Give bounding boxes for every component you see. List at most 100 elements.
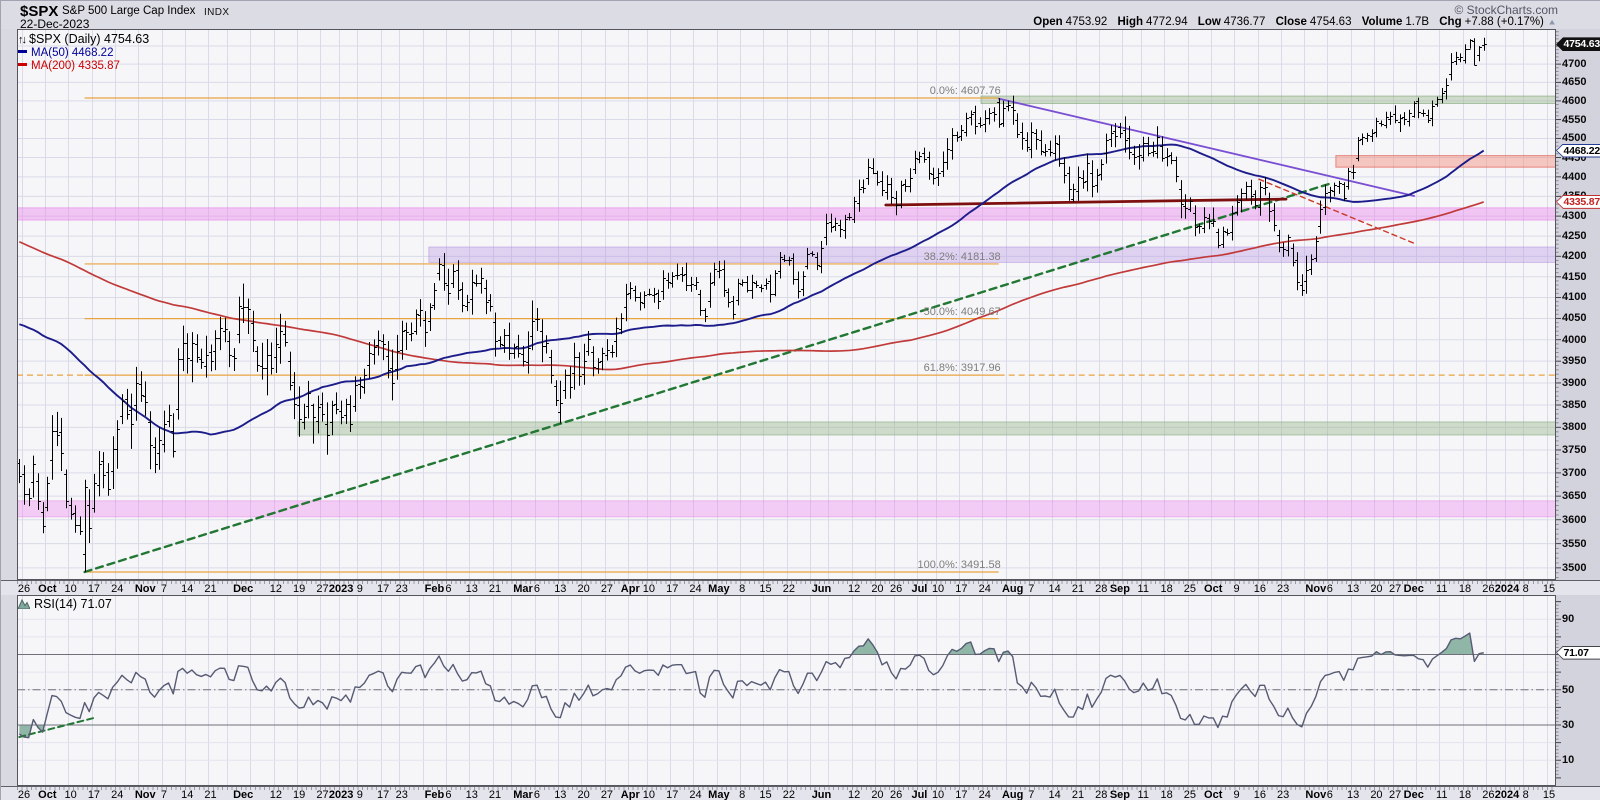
price-axis-label: 4550	[1562, 113, 1587, 126]
price-axis-label: 4000	[1562, 333, 1587, 346]
rsi-axis-label: 30	[1562, 719, 1575, 731]
date-label: 8	[739, 583, 746, 595]
date-label: 10	[64, 789, 77, 800]
date-label: 15	[1542, 789, 1556, 800]
date-label: 26	[889, 789, 903, 800]
date-label: 18	[1160, 583, 1173, 595]
price-axis-label: 3950	[1562, 355, 1587, 368]
trendline-downtrend-from-july-high	[997, 97, 1416, 197]
date-label: 26	[1482, 789, 1495, 800]
date-label: 7	[160, 583, 167, 595]
date-label: 23	[395, 789, 408, 800]
price-axis-label: 3700	[1562, 466, 1587, 479]
price-axis-label: 3650	[1562, 490, 1587, 503]
date-label: Sep	[1109, 789, 1131, 800]
date-label: Oct	[38, 789, 57, 800]
date-label: Nov	[134, 789, 156, 800]
date-label: 24	[689, 583, 702, 595]
ohlc-quote-readout: Open 4753.92 High 4772.94 Low 4736.77 Close…	[1033, 16, 1557, 28]
price-axis-label: 3500	[1562, 561, 1587, 574]
main-panel-layer	[17, 29, 1556, 580]
trendline-horizontal-resistance-4330	[884, 197, 1288, 207]
date-label: Oct	[1204, 583, 1223, 595]
date-axis-upper[interactable]: 26 Oct 10 17 24 Nov 7 14 21 Dec 12 19 27 2023 9 17 23 Feb…	[1, 580, 1600, 595]
date-label: 9	[356, 583, 363, 595]
date-label: Nov	[134, 583, 156, 595]
date-label: 20	[577, 583, 590, 595]
date-label: Mar	[513, 789, 533, 800]
date-label: Aug	[1001, 583, 1024, 595]
date-label: 27	[1388, 583, 1402, 595]
date-label: 10	[642, 789, 656, 800]
date-label: 8	[1522, 583, 1529, 595]
change-up-triangle-icon: ▲	[1547, 18, 1557, 27]
date-label: 2023	[328, 789, 354, 800]
date-label: Dec	[1403, 583, 1424, 595]
date-label: 27	[316, 789, 329, 800]
date-label: 28	[1095, 789, 1108, 800]
price-axis-label: 3600	[1562, 513, 1587, 526]
date-label: 6	[533, 583, 541, 595]
axis-callout-ma50: 4468.22	[1556, 143, 1600, 158]
price-axis-label: 3750	[1562, 443, 1587, 456]
trendline-uptrend-from-oct-2022-low	[83, 181, 1335, 574]
date-label: 15	[759, 583, 772, 595]
rsi-axis-label: 90	[1562, 613, 1575, 626]
date-label: 24	[111, 583, 124, 595]
main-panel-bg	[17, 29, 1556, 580]
date-label: 2024	[1494, 583, 1520, 595]
date-label: 26	[17, 583, 31, 595]
main-chart-legend-title[interactable]: ↑↓ $SPX (Daily) 4754.63	[18, 32, 149, 46]
date-label: 7	[1028, 583, 1035, 595]
rsi-panel-border	[17, 595, 1556, 786]
legend-ma200[interactable]: MA(200) 4335.87	[18, 60, 120, 72]
date-label: 2024	[1494, 789, 1520, 800]
low-value: 4736.77	[1223, 16, 1266, 28]
date-label: 13	[465, 583, 478, 595]
date-label: 7	[160, 789, 167, 800]
ma200-line	[18, 201, 1484, 371]
rsi-legend[interactable]: RSI(14) 71.07	[17, 597, 112, 611]
ma200-color-swatch	[18, 63, 27, 67]
price-axis-label: 4150	[1562, 270, 1587, 283]
date-label: 18	[1160, 789, 1173, 800]
legend-ma50[interactable]: MA(50) 4468.22	[18, 47, 113, 59]
date-label: 27	[316, 583, 329, 595]
date-label: 16	[1253, 789, 1266, 800]
date-label: 21	[204, 789, 217, 800]
date-label: 13	[465, 789, 478, 800]
date-label: 2023	[328, 583, 354, 595]
date-label: Oct	[1204, 789, 1223, 800]
date-label: 19	[293, 583, 306, 595]
ohlc-bars-close-ticks	[19, 40, 1487, 532]
high-label: High	[1117, 16, 1144, 28]
date-label: 24	[978, 789, 991, 800]
date-axis-lower[interactable]: 26 Oct 10 17 24 Nov 7 14 21 Dec 12 19 27 2023 9 17 23 Feb…	[1, 786, 1600, 800]
date-label: 12	[269, 789, 282, 800]
exchange-label: INDX	[204, 7, 230, 18]
date-label: 24	[111, 789, 124, 800]
date-label: 10	[931, 583, 945, 595]
date-label: 11	[1137, 583, 1149, 595]
area-chart-icon	[17, 598, 31, 610]
close-value: 4754.63	[1309, 16, 1352, 28]
date-label: 20	[1370, 583, 1383, 595]
axis-callout-close: 4754.63	[1556, 37, 1600, 52]
change-label: Chg	[1439, 16, 1462, 28]
date-label: 17	[955, 583, 968, 595]
date-label: Sep	[1109, 583, 1131, 595]
date-label: 11	[1137, 789, 1149, 800]
date-label: 6	[445, 789, 452, 800]
date-label: Oct	[38, 583, 57, 595]
date-label: 22	[782, 789, 795, 800]
date-label: 14	[1048, 583, 1061, 595]
date-label: 21	[204, 583, 217, 595]
date-label: 23	[1277, 583, 1290, 595]
date-label: Dec	[233, 789, 254, 800]
date-label: 20	[871, 583, 884, 595]
date-label: Nov	[1305, 583, 1327, 595]
date-label: 18	[1458, 789, 1472, 800]
date-label: 20	[871, 789, 884, 800]
price-axis-label: 4100	[1562, 291, 1587, 304]
